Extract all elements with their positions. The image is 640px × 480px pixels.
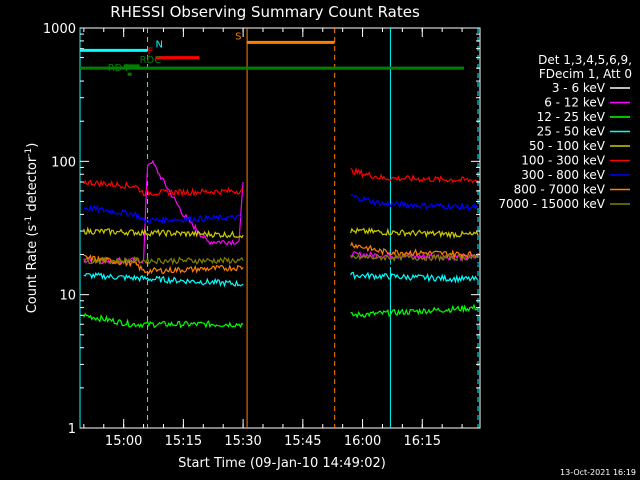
series-line-0-segment-1 xyxy=(350,259,479,269)
x-tick-label-1615: 16:15 xyxy=(404,434,441,449)
series-line-4-segment-1 xyxy=(350,226,479,240)
x-tick-label-1545: 15:45 xyxy=(284,434,321,449)
series-line-8-segment-0 xyxy=(83,255,244,266)
generation-timestamp: 13-Oct-2021 16:19 xyxy=(560,468,636,477)
y-tick-label-10: 10 xyxy=(59,289,76,304)
legend-entry-label-8: 7000 - 15000 keV xyxy=(498,197,605,211)
legend-entry-label-0: 3 - 6 keV xyxy=(552,81,606,95)
legend-header-line-2: FDecim 1, Att 0 xyxy=(539,67,632,81)
x-axis-label: Start Time (09-Jan-10 14:49:02) xyxy=(178,456,386,471)
series-line-8-segment-1 xyxy=(350,252,479,263)
series-line-5-segment-0 xyxy=(83,179,244,198)
y-tick-label-1: 1 xyxy=(68,422,76,437)
series-line-0-segment-0 xyxy=(83,153,244,272)
y-tick-label-1000: 1000 xyxy=(43,22,76,37)
flag-label-n: N xyxy=(156,39,163,50)
legend-entry-label-2: 12 - 25 keV xyxy=(537,110,606,124)
y-axis-label-end: ) xyxy=(25,143,40,148)
flag-label-f: F xyxy=(148,47,154,58)
y-tick-label-100: 100 xyxy=(51,155,76,170)
series-line-6-segment-1 xyxy=(350,193,479,212)
legend-entry-label-5: 100 - 300 keV xyxy=(521,154,605,168)
series-line-5-segment-1 xyxy=(350,166,479,184)
series-line-6-segment-0 xyxy=(83,204,244,225)
y-axis-label: Count Rate (s-1 detector-1) xyxy=(24,143,40,314)
legend-header-line-1: Det 1,3,4,5,6,9, xyxy=(538,53,632,67)
x-tick-label-1530: 15:30 xyxy=(224,434,261,449)
legend-entry-label-4: 50 - 100 keV xyxy=(529,139,606,153)
flag-label-s: S xyxy=(235,31,241,42)
series-line-3-segment-1 xyxy=(350,271,479,284)
y-axis-label-mid: detector xyxy=(25,156,40,216)
legend-entry-label-7: 800 - 7000 keV xyxy=(514,183,606,197)
series-line-2-segment-1 xyxy=(350,303,479,319)
legend-entry-label-3: 25 - 50 keV xyxy=(537,125,606,139)
x-tick-label-1600: 16:00 xyxy=(344,434,381,449)
series-line-1-segment-0 xyxy=(83,159,244,266)
legend-entry-label-6: 300 - 800 keV xyxy=(521,168,605,182)
y-axis-label-exp2: -1 xyxy=(24,148,34,157)
series-line-7-segment-0 xyxy=(83,254,244,275)
y-axis-label-exp1: -1 xyxy=(24,216,34,225)
x-tick-label-1500: 15:00 xyxy=(105,434,142,449)
x-tick-label-1515: 15:15 xyxy=(165,434,202,449)
plot-layer: 1 10 100 1000 15:00 15:15 15:30 15:45 16:00 16:15… xyxy=(43,22,630,449)
series-line-4-segment-0 xyxy=(83,226,244,239)
legend-entry-label-1: 6 - 12 keV xyxy=(544,96,606,110)
flag-label-rdc: RDC xyxy=(140,55,162,66)
chart-title: RHESSI Observing Summary Count Rates xyxy=(110,3,420,21)
series-line-3-segment-0 xyxy=(83,272,244,288)
series-line-1-segment-1 xyxy=(350,250,479,262)
series-line-2-segment-0 xyxy=(83,312,244,329)
y-axis-label-main: Count Rate (s xyxy=(25,225,40,314)
series-line-7-segment-1 xyxy=(350,241,479,259)
plot-frame xyxy=(79,27,481,429)
